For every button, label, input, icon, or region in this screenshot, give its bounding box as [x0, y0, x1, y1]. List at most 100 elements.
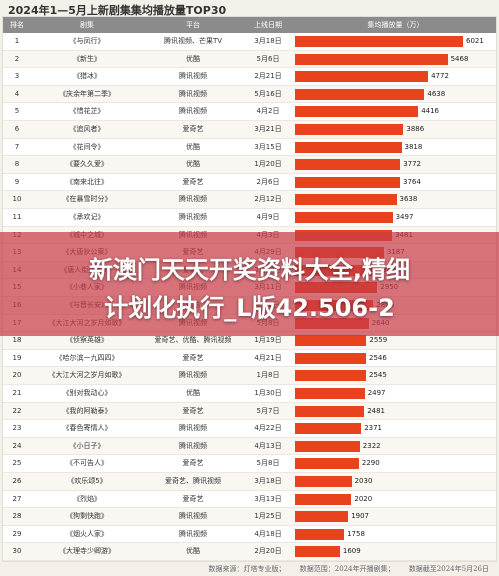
show-name-cell: 《不可告人》 [66, 459, 108, 468]
banner-line-1: 新澳门天天开奖资料大全,精细 [88, 256, 411, 284]
rank-cell: 6 [14, 125, 20, 133]
plays-bar [295, 370, 366, 382]
table-row: 25 《不可告人》 爱奇艺 5月8日 2290 [3, 455, 496, 473]
platform-cell: 爱奇艺、腾讯视频 [165, 477, 221, 485]
plays-value-label: 2497 [367, 389, 386, 397]
table-row: 10 《在暴雪时分》 腾讯视频 2月12日 3638 [3, 191, 496, 209]
table-row: 21 《别对我动心》 优酷 1月30日 2497 [3, 385, 496, 403]
platform-cell: 优酷 [186, 547, 200, 556]
show-name-cell: 《猎冰》 [73, 72, 101, 81]
header-rank: 排名 [10, 21, 24, 29]
plays-bar [295, 511, 349, 523]
plays-bar [295, 493, 352, 505]
plays-value-label: 6021 [466, 37, 484, 45]
rank-cell: 20 [12, 371, 22, 380]
date-cell: 1月20日 [254, 160, 282, 169]
table-row: 19 《哈尔滨一九四四》 爱奇艺 4月21日 2546 [3, 350, 496, 368]
plays-bar [295, 36, 463, 47]
plays-value-label: 2290 [361, 459, 380, 468]
plays-bar [295, 159, 401, 171]
date-cell: 3月13日 [254, 494, 282, 503]
chart-title: 2024年1—5月上新剧集集均播放量TOP30 [8, 4, 227, 17]
rank-cell: 21 [12, 389, 22, 397]
date-cell: 5月8日 [256, 459, 280, 468]
show-name-cell: 《承欢记》 [69, 213, 105, 221]
table-row: 18 《侦察英雄》 爱奇艺、优酷、腾讯视频 1月19日 2559 [3, 332, 496, 350]
plays-value-label: 4638 [427, 89, 446, 98]
rank-cell: 4 [14, 89, 20, 98]
rank-cell: 10 [12, 195, 22, 204]
plays-bar [295, 546, 340, 558]
header-plays: 集均播放量（万） [367, 21, 424, 29]
plays-bar [295, 423, 362, 435]
show-name-cell: 《在暴雪时分》 [62, 195, 112, 204]
platform-cell: 腾讯视频 [179, 371, 207, 380]
platform-cell: 优酷 [186, 389, 200, 397]
date-cell: 3月15日 [254, 142, 282, 151]
watermark-banner: 新澳门天天开奖资料大全,精细 计划化执行_L版42.506-2 [0, 232, 499, 336]
plays-bar [295, 176, 400, 188]
table-row: 28 《狗剩快跑》 腾讯视频 1月25日 1907 [3, 508, 496, 526]
banner-line-2: 计划化执行_L版42.506-2 [104, 294, 395, 322]
rank-cell: 23 [12, 424, 22, 433]
plays-value-label: 1907 [351, 512, 370, 521]
platform-cell: 优酷 [186, 142, 200, 151]
plays-value-label: 3764 [403, 177, 421, 186]
date-cell: 4月9日 [256, 213, 280, 221]
show-name-cell: 《要久久爱》 [66, 160, 108, 169]
platform-cell: 腾讯视频 [179, 195, 207, 204]
plays-value-label: 3638 [399, 195, 418, 204]
show-name-cell: 《大理寺少卿游》 [59, 547, 115, 556]
plays-value-label: 2371 [364, 424, 383, 433]
footer-range-text: 数据范围：2024年开播剧集； [299, 565, 395, 573]
show-name-cell: 《追风者》 [69, 125, 105, 133]
table-row: 6 《追风者》 爱奇艺 3月21日 3886 [3, 121, 496, 139]
platform-cell: 爱奇艺 [182, 459, 204, 468]
rank-cell: 3 [14, 72, 20, 81]
platform-cell: 爱奇艺 [182, 406, 204, 415]
rank-cell: 22 [12, 406, 22, 415]
table-row: 1 《与凤行》 腾讯视频、芒果TV 3月18日 6021 [3, 33, 496, 51]
rank-cell: 24 [12, 441, 22, 450]
table-row: 24 《小日子》 腾讯视频 4月13日 2322 [3, 437, 496, 456]
date-cell: 5月16日 [254, 89, 282, 98]
rank-cell: 30 [12, 547, 22, 556]
show-name-cell: 《春色寄情人》 [62, 424, 112, 433]
show-name-cell: 《庆余年第二季》 [59, 89, 115, 98]
plays-bar [295, 388, 365, 399]
show-name-cell: 《花间令》 [69, 142, 105, 151]
plays-bar [295, 352, 366, 364]
plays-value-label: 4772 [431, 72, 449, 81]
platform-cell: 优酷 [186, 54, 200, 63]
platform-cell: 腾讯视频 [179, 213, 207, 221]
plays-bar [295, 71, 429, 83]
show-name-cell: 《小日子》 [69, 441, 105, 450]
platform-cell: 腾讯视频 [179, 441, 207, 450]
plays-bar [295, 124, 404, 135]
rank-cell: 18 [12, 336, 22, 345]
table-row: 30 《大理寺少卿游》 优酷 2月20日 1609 [3, 543, 496, 561]
table-row: 22 《我的阿勒泰》 爱奇艺 5月7日 2481 [3, 402, 496, 421]
table-row: 23 《春色寄情人》 腾讯视频 4月22日 2371 [3, 420, 496, 438]
plays-value-label: 3886 [406, 125, 425, 133]
rank-cell: 1 [14, 37, 20, 45]
rank-cell: 8 [14, 160, 20, 169]
table-row: 3 《猎冰》 腾讯视频 2月21日 4772 [3, 68, 496, 86]
plays-bar [295, 458, 359, 470]
show-name-cell: 《烟火人家》 [66, 529, 108, 538]
rank-cell: 11 [12, 213, 22, 221]
date-cell: 1月30日 [254, 389, 282, 397]
show-name-cell: 《惜花芷》 [69, 107, 105, 116]
table-row: 5 《惜花芷》 腾讯视频 4月2日 4416 [3, 103, 496, 121]
platform-cell: 爱奇艺 [182, 125, 204, 133]
date-cell: 2月12日 [254, 195, 282, 204]
date-cell: 4月13日 [254, 441, 282, 450]
table-row: 9 《南来北往》 爱奇艺 2月6日 3764 [3, 174, 496, 192]
plays-bar [295, 335, 367, 347]
plays-value-label: 1609 [342, 547, 361, 556]
plays-value-label: 2322 [362, 441, 381, 450]
rank-cell: 28 [12, 512, 22, 521]
plays-value-label: 5468 [450, 54, 469, 63]
date-cell: 5月7日 [256, 406, 280, 415]
table-header: 排名 剧集 平台 上线日期 集均播放量（万） [3, 17, 496, 33]
